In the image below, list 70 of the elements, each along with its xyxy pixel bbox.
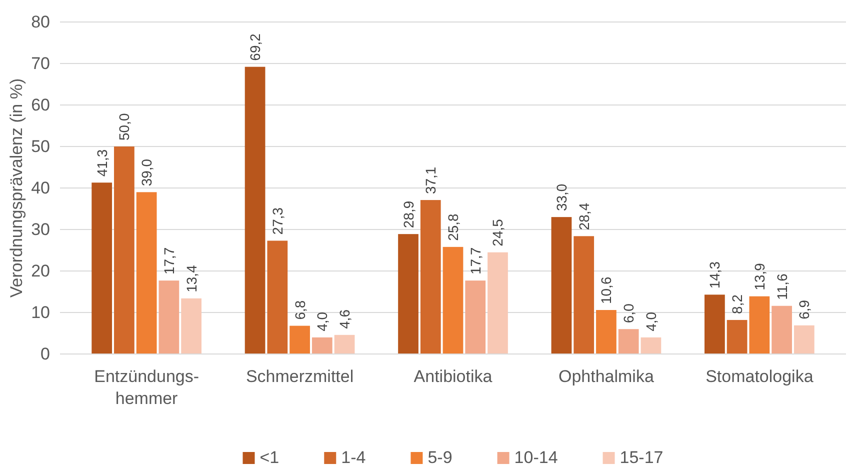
bar <box>640 337 662 354</box>
data-label: 33,0 <box>553 184 570 212</box>
bar <box>114 146 134 354</box>
bar <box>158 280 180 354</box>
bar <box>334 334 355 354</box>
y-tick-label: 30 <box>31 220 50 239</box>
data-label: 28,4 <box>576 202 592 230</box>
data-label: 17,7 <box>160 247 177 275</box>
data-label: 4,0 <box>642 312 659 332</box>
y-tick-label: 40 <box>31 178 50 198</box>
data-label: 14,3 <box>706 261 723 289</box>
x-tick-label: Stomatologika <box>706 367 814 386</box>
bar <box>794 325 814 354</box>
bar <box>465 280 486 354</box>
x-tick-label: Antibiotika <box>414 367 493 386</box>
data-label: 41,3 <box>94 149 110 177</box>
legend-label: 10-14 <box>514 448 558 467</box>
y-tick-label: 70 <box>31 54 50 73</box>
y-tick-label: 50 <box>31 136 50 156</box>
bar <box>551 217 572 354</box>
data-label: 6,9 <box>796 300 812 320</box>
data-label: 37,1 <box>422 166 439 194</box>
y-tick-label: 20 <box>31 261 50 280</box>
bar <box>704 294 725 354</box>
data-label: 10,6 <box>598 276 614 304</box>
data-label: 13,9 <box>751 262 768 290</box>
data-label: 17,7 <box>467 247 484 275</box>
y-tick-label: 10 <box>31 302 50 322</box>
x-tick-label: Ophthalmika <box>558 367 654 386</box>
data-label: 24,5 <box>490 218 506 246</box>
data-label: 50,0 <box>116 113 132 140</box>
data-label: 4,6 <box>336 309 353 329</box>
data-label: 8,2 <box>729 294 746 314</box>
bar <box>312 337 332 354</box>
bar <box>726 320 748 354</box>
data-label: 4,0 <box>314 312 330 332</box>
data-label: 28,9 <box>400 200 416 228</box>
bar <box>442 246 464 354</box>
legend-label: 15-17 <box>620 448 664 467</box>
bar <box>596 310 616 354</box>
legend-label: <1 <box>260 448 280 467</box>
bar <box>749 296 770 354</box>
data-label: 6,8 <box>292 300 308 320</box>
x-tick-label: Schmerzmittel <box>246 367 354 386</box>
bar <box>398 234 418 354</box>
y-tick-label: 60 <box>31 95 50 114</box>
bar <box>772 306 792 354</box>
bar <box>181 298 202 354</box>
legend-label: 1-4 <box>341 448 366 467</box>
bar <box>267 240 288 354</box>
bar <box>244 66 266 354</box>
data-label: 11,6 <box>774 273 790 300</box>
data-label: 69,2 <box>247 33 264 61</box>
bar <box>574 236 594 354</box>
bar <box>136 192 157 354</box>
bar <box>92 182 112 354</box>
data-label: 25,8 <box>445 213 461 241</box>
data-label: 6,0 <box>620 303 637 324</box>
bar <box>290 326 310 354</box>
y-tick-label: 0 <box>40 344 50 364</box>
y-axis-title: Verordnungsprävalenz (in %) <box>7 78 26 298</box>
legend-label: 5-9 <box>428 448 452 467</box>
x-tick-label: Entzündungs-hemmer <box>94 367 200 408</box>
y-tick-label: 80 <box>31 12 50 32</box>
data-label: 13,4 <box>183 264 200 292</box>
bar <box>488 252 508 354</box>
bar <box>618 329 639 354</box>
bar <box>420 200 441 354</box>
data-label: 27,3 <box>269 207 286 235</box>
data-label: 39,0 <box>138 158 155 186</box>
